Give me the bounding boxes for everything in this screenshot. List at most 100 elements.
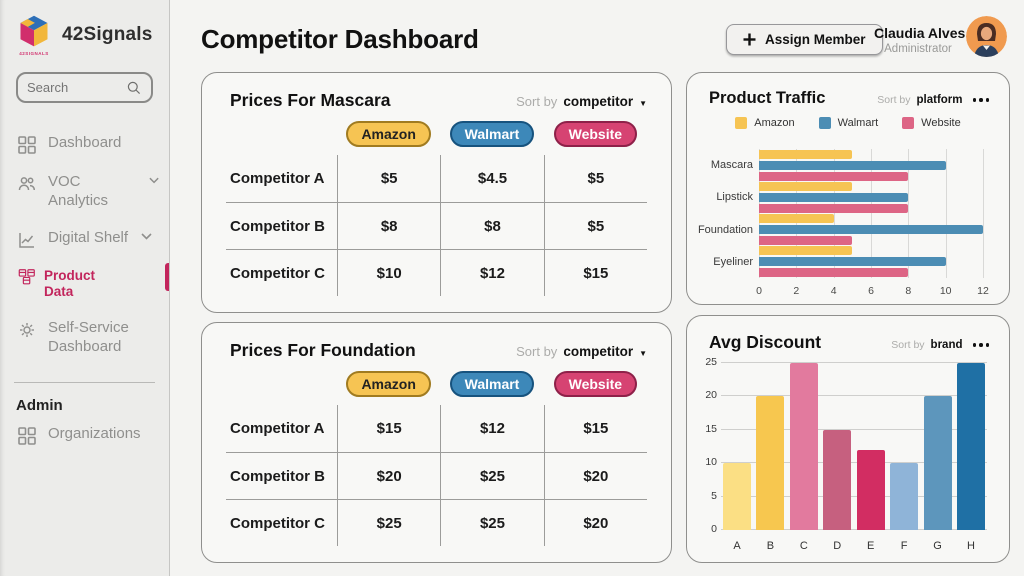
discount-bar-g <box>923 396 952 530</box>
column-chip-amazon: Amazon <box>346 121 431 148</box>
more-options-icon[interactable] <box>972 343 989 347</box>
card-title: Prices For Foundation <box>230 340 416 360</box>
prices-foundation-card: Prices For Foundation Sort by competitor… <box>201 322 672 563</box>
product-traffic-card: Product Traffic Sort by platform Amazon W… <box>686 72 1010 305</box>
row-label: Competitor B <box>226 202 337 249</box>
category-label: Lipstick <box>716 191 753 204</box>
price-cell: $12 <box>440 405 543 453</box>
price-cell: $4.5 <box>440 155 543 203</box>
x-tick-label: D <box>833 540 842 552</box>
more-options-icon[interactable] <box>972 98 989 102</box>
column-chip-amazon: Amazon <box>346 371 431 398</box>
sort-by-dropdown[interactable]: Sort by brand <box>891 339 989 351</box>
search-box[interactable] <box>16 72 153 103</box>
x-tick-label: 10 <box>939 285 952 297</box>
discount-bar-d <box>823 429 852 530</box>
category-label: Foundation <box>697 223 753 236</box>
sidebar-item-label: Organizations <box>48 424 141 442</box>
gear-icon <box>20 323 34 338</box>
gridline <box>721 428 987 430</box>
row-label: Competitor C <box>226 499 337 546</box>
price-cell: $20 <box>543 499 647 547</box>
user-block[interactable]: Claudia Alves Administrator <box>874 25 966 55</box>
sort-by-dropdown[interactable]: Sort by competitor ▼ <box>516 344 647 359</box>
traffic-bar-walmart <box>759 257 946 267</box>
line-chart-icon <box>19 232 34 248</box>
price-cell: $20 <box>337 452 441 500</box>
legend-item: Amazon <box>735 117 795 129</box>
price-cell: $25 <box>440 452 544 500</box>
traffic-bar-chart: 0 2 4 6 8 10 12 <box>756 149 989 297</box>
x-tick-label: B <box>766 540 775 552</box>
discount-bar-chart: 0 5 10 15 20 25 A B C D E F G H <box>705 356 987 552</box>
sidebar-item-organizations[interactable]: Organizations <box>0 416 169 455</box>
gridline <box>983 149 984 278</box>
gridline <box>908 149 910 278</box>
gridline <box>759 149 760 278</box>
sidebar-item-dashboard[interactable]: Dashboard <box>0 125 169 164</box>
sidebar-item-voc-analytics[interactable]: VOC Analytics <box>0 164 169 220</box>
price-table: Competitor A $15 $12 $15 Competitor B $2… <box>226 405 647 547</box>
sort-by-dropdown[interactable]: Sort by competitor ▼ <box>516 94 647 109</box>
gridline <box>833 149 835 278</box>
row-label: Competitor B <box>226 452 337 499</box>
sidebar-item-label: Digital Shelf <box>48 228 129 246</box>
plus-icon <box>743 33 756 46</box>
category-label: Mascara <box>710 159 753 172</box>
traffic-bar-website <box>759 236 853 246</box>
column-chip-walmart: Walmart <box>449 371 535 398</box>
discount-bar-c <box>789 363 818 530</box>
gridline <box>871 149 872 278</box>
legend-swatch-icon <box>735 117 748 129</box>
price-cell: $25 <box>337 499 441 547</box>
grid-icon <box>18 136 36 154</box>
discount-bar-a <box>723 463 751 530</box>
sort-by-dropdown[interactable]: Sort by platform <box>877 94 989 106</box>
price-cell: $20 <box>543 452 647 500</box>
gridline <box>945 149 947 278</box>
search-icon <box>127 81 141 95</box>
traffic-bar-walmart <box>759 225 983 235</box>
sidebar-item-product-data[interactable]: Product Data <box>0 259 169 311</box>
column-chip-website: Website <box>553 121 638 148</box>
x-tick-label: G <box>933 540 942 552</box>
price-cell: $10 <box>337 249 441 297</box>
user-name: Claudia Alves <box>874 25 966 41</box>
sidebar-item-digital-shelf[interactable]: Digital Shelf <box>0 220 169 259</box>
traffic-bar-website <box>759 268 909 278</box>
sidebar-item-label: Product Data <box>44 267 96 300</box>
chevron-down-icon <box>141 232 152 240</box>
search-input[interactable] <box>27 80 126 95</box>
logo-caption: 42SIGNALS <box>19 51 49 56</box>
product-boxes-icon <box>18 268 35 284</box>
price-cell: $25 <box>440 499 544 547</box>
row-label: Competitor A <box>230 170 325 188</box>
caret-down-icon: ▼ <box>639 349 647 358</box>
x-tick-label: 6 <box>868 285 874 297</box>
active-indicator <box>165 262 169 291</box>
gridline <box>721 462 987 464</box>
assign-member-button[interactable]: Assign Member <box>726 24 883 55</box>
x-tick-label: H <box>966 540 975 552</box>
traffic-bar-walmart <box>759 160 946 170</box>
sidebar-item-self-service[interactable]: Self-Service Dashboard <box>0 310 169 366</box>
x-tick-label: 12 <box>977 285 989 297</box>
row-label: Competitor A <box>230 420 325 438</box>
price-cell: $8 <box>337 202 441 250</box>
prices-mascara-card: Prices For Mascara Sort by competitor ▼ … <box>201 72 672 313</box>
traffic-bar-walmart <box>759 192 909 202</box>
sidebar-item-label: VOC Analytics <box>48 173 109 209</box>
brand: 42SIGNALS 42Signals <box>0 0 169 56</box>
card-title: Prices For Mascara <box>230 90 391 110</box>
x-tick-label: 8 <box>905 285 912 297</box>
traffic-bar-amazon <box>759 181 853 191</box>
x-tick-label: E <box>867 540 875 552</box>
category-label: Eyeliner <box>713 255 753 268</box>
discount-bar-b <box>756 396 785 530</box>
app-logo-icon: 42SIGNALS <box>16 14 52 56</box>
price-cell: $12 <box>440 249 544 297</box>
avatar[interactable] <box>966 16 1007 57</box>
price-cell: $15 <box>337 405 440 453</box>
discount-bar-f <box>890 463 919 530</box>
price-cell: $5 <box>543 202 647 250</box>
